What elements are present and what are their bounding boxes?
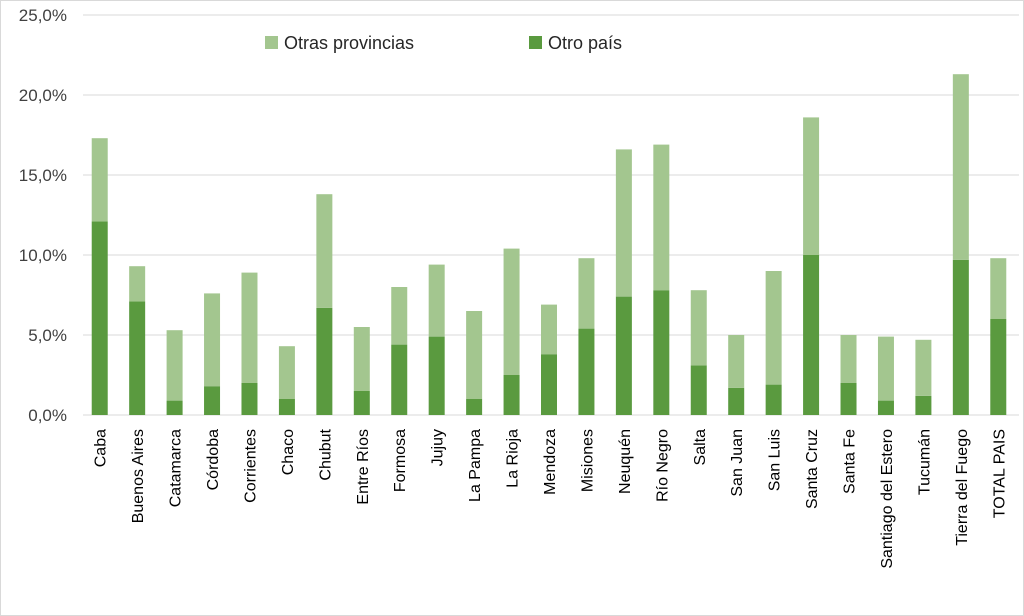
bar-otro-pais-neuquen xyxy=(615,296,632,415)
legend-swatch-otro-pais xyxy=(529,36,542,49)
bar-otro-pais-corrientes xyxy=(241,383,258,415)
bar-otro-pais-san-luis xyxy=(765,384,782,415)
bar-otro-pais-santa-fe xyxy=(840,383,857,415)
x-category-label: Entre Ríos xyxy=(355,429,372,505)
y-tick-label: 0,0% xyxy=(28,406,67,425)
bar-otras-provincias-jujuy xyxy=(428,264,445,337)
bar-otras-provincias-total-pais xyxy=(990,258,1007,319)
x-category-label: Salta xyxy=(692,429,709,466)
bar-otro-pais-buenos-aires xyxy=(129,301,146,415)
x-category-label: Santa Fe xyxy=(842,429,859,494)
bar-otras-provincias-mendoza xyxy=(541,304,557,355)
x-category-label: Neuquén xyxy=(617,429,634,494)
bar-otro-pais-rio-negro xyxy=(653,290,670,415)
bar-otro-pais-jujuy xyxy=(428,336,445,415)
x-category-label: Formosa xyxy=(392,429,409,492)
bar-otras-provincias-la-rioja xyxy=(503,248,520,375)
x-category-label: San Juan xyxy=(729,429,746,497)
bar-otras-provincias-santa-cruz xyxy=(803,117,820,256)
bar-otro-pais-la-pampa xyxy=(466,399,483,415)
x-category-label: Córdoba xyxy=(205,429,222,490)
bar-otro-pais-tucuman xyxy=(915,395,932,415)
y-tick-label: 25,0% xyxy=(19,6,67,25)
bar-otras-provincias-corrientes xyxy=(241,272,258,383)
bar-otras-provincias-neuquen xyxy=(615,149,632,297)
bar-otras-provincias-la-pampa xyxy=(466,311,483,399)
bar-otras-provincias-catamarca xyxy=(166,330,183,401)
gridlines xyxy=(83,14,1019,416)
x-category-label: Jujuy xyxy=(430,429,447,466)
y-tick-label: 20,0% xyxy=(19,86,67,105)
x-category-label: Buenos Aires xyxy=(130,429,147,523)
bar-otro-pais-total-pais xyxy=(990,319,1007,415)
y-axis-tick-labels: 0,0% 5,0% 10,0% 15,0% 20,0% 25,0% xyxy=(19,6,67,425)
bar-otro-pais-catamarca xyxy=(166,400,183,415)
bar-otro-pais-cordoba xyxy=(204,386,221,415)
bar-otras-provincias-chubut xyxy=(316,194,333,308)
x-category-label: Catamarca xyxy=(168,429,185,507)
legend: Otras provincias Otro país xyxy=(265,33,622,53)
bar-otras-provincias-entre-rios xyxy=(353,327,370,391)
bar-otro-pais-tierra-del-fuego xyxy=(952,259,969,415)
bar-otras-provincias-san-juan xyxy=(728,335,745,388)
x-category-label: La Pampa xyxy=(467,429,484,502)
x-category-label: Chaco xyxy=(280,429,297,475)
bar-otro-pais-chaco xyxy=(278,399,295,415)
bar-otras-provincias-buenos-aires xyxy=(129,266,146,302)
bar-otro-pais-chubut xyxy=(316,307,333,415)
bar-otro-pais-mendoza xyxy=(541,354,557,415)
bar-otro-pais-caba xyxy=(91,221,108,415)
x-category-label: La Rioja xyxy=(505,429,522,488)
x-category-label: Santa Cruz xyxy=(804,429,821,509)
x-category-label: Misiones xyxy=(579,429,596,492)
legend-label-otras-provincias: Otras provincias xyxy=(284,33,414,53)
bar-otras-provincias-san-luis xyxy=(765,271,782,385)
y-tick-label: 15,0% xyxy=(19,166,67,185)
x-category-label: Río Negro xyxy=(654,429,671,502)
bars xyxy=(91,74,1007,415)
bar-otras-provincias-santiago-del-estero xyxy=(877,336,894,401)
x-axis-category-labels: Caba Buenos Aires Catamarca Córdoba Corrient… xyxy=(93,428,1009,568)
bar-otro-pais-salta xyxy=(690,365,707,415)
x-category-label: Tierra del Fuego xyxy=(954,429,971,546)
bar-otras-provincias-tierra-del-fuego xyxy=(952,74,969,260)
legend-label-otro-pais: Otro país xyxy=(548,33,622,53)
y-tick-label: 5,0% xyxy=(28,326,67,345)
bar-otras-provincias-salta xyxy=(690,290,707,366)
x-category-label: San Luis xyxy=(767,429,784,491)
bar-otro-pais-santiago-del-estero xyxy=(877,400,894,415)
bar-otro-pais-misiones xyxy=(578,328,595,415)
bar-otras-provincias-rio-negro xyxy=(653,144,670,291)
bar-otras-provincias-santa-fe xyxy=(840,335,857,383)
y-tick-label: 10,0% xyxy=(19,246,67,265)
bar-otro-pais-entre-rios xyxy=(353,391,370,415)
x-category-label: Corrientes xyxy=(242,429,259,503)
x-category-label: Santiago del Estero xyxy=(879,429,896,569)
x-category-label: Tucumán xyxy=(916,429,933,495)
bar-otro-pais-san-juan xyxy=(728,387,745,415)
x-category-label: Mendoza xyxy=(542,429,559,495)
bar-otras-provincias-formosa xyxy=(391,287,408,345)
bar-otras-provincias-cordoba xyxy=(204,293,221,387)
bar-otras-provincias-tucuman xyxy=(915,339,932,396)
x-category-label: Caba xyxy=(93,429,110,467)
bar-otro-pais-santa-cruz xyxy=(803,255,820,415)
legend-swatch-otras-provincias xyxy=(265,36,278,49)
bar-otro-pais-formosa xyxy=(391,344,408,415)
x-category-label: Chubut xyxy=(317,428,334,480)
x-category-label: TOTAL PAIS xyxy=(991,429,1008,518)
bar-otro-pais-la-rioja xyxy=(503,375,520,415)
bar-otras-provincias-misiones xyxy=(578,258,595,329)
bar-otras-provincias-caba xyxy=(91,138,108,222)
bar-otras-provincias-chaco xyxy=(278,346,295,399)
